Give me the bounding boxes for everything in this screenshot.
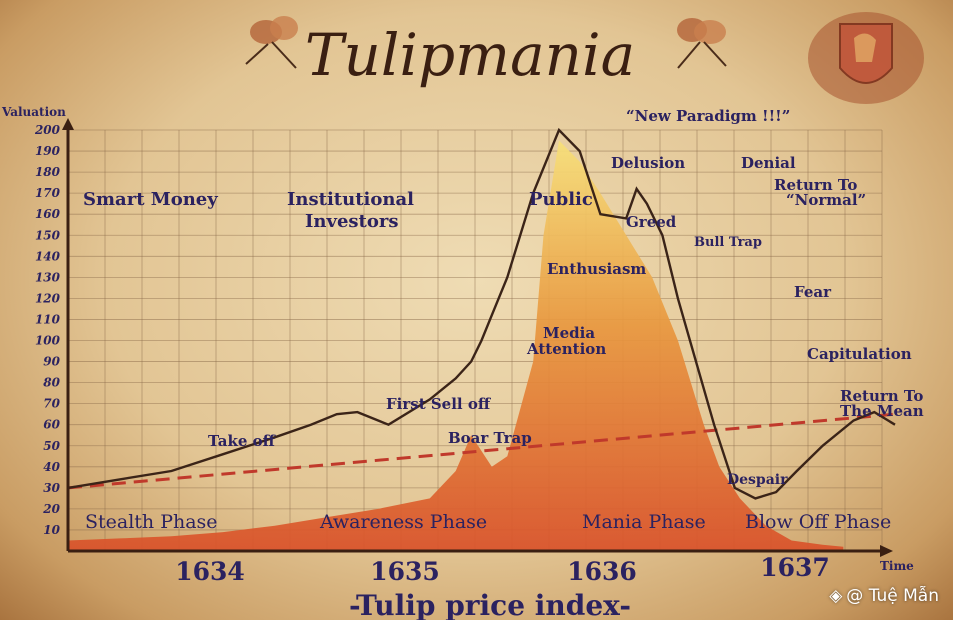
y-tick-label: 100 (35, 334, 61, 348)
y-tick-label: 70 (43, 397, 60, 411)
x-tick-1634: 1634 (175, 557, 245, 586)
y-tick-label: 170 (35, 186, 61, 200)
y-tick-label: 200 (34, 123, 61, 137)
y-tick-label: 30 (43, 481, 60, 495)
bubble-area (68, 140, 844, 551)
coat-of-arms-icon (808, 12, 924, 104)
y-tick-label: 80 (43, 376, 60, 390)
annotation-return-to-normal-1: Return To (774, 176, 857, 194)
annotation-attention: Attention (526, 340, 606, 358)
x-axis-label: Time (880, 559, 914, 573)
y-tick-label: 10 (43, 523, 60, 537)
y-tick-label: 180 (35, 165, 61, 179)
y-tick-label: 60 (43, 418, 60, 432)
annotation-enthusiasm: Enthusiasm (547, 260, 646, 278)
left-tulip-icon (245, 16, 298, 69)
page-title: Tulipmania (305, 21, 635, 89)
y-tick-label: 110 (35, 312, 61, 326)
phase-label-mania: Mania Phase (582, 511, 706, 533)
annotation-new-paradigm: “New Paradigm !!!” (626, 107, 790, 125)
y-tick-label: 150 (35, 228, 61, 242)
annotation-return-to-normal-2: “Normal” (786, 191, 866, 209)
annotation-greed: Greed (626, 213, 677, 231)
phase-label-stealth: Stealth Phase (85, 511, 218, 533)
x-tick-1635: 1635 (370, 557, 440, 586)
y-tick-label: 120 (35, 291, 61, 305)
annotation-bull-trap: Bull Trap (694, 235, 762, 250)
annotation-institutional: Institutional (287, 189, 414, 210)
price-line (67, 127, 896, 500)
mean-trend-line (67, 412, 896, 490)
annotation-denial: Denial (741, 154, 796, 172)
chart-subtitle: -Tulip price index- (349, 589, 631, 620)
y-tick-labels: 10 20 30 40 50 60 70 80 90 100 110 120 130 140 150 160 1… (34, 123, 61, 537)
phase-label-blowoff: Blow Off Phase (745, 511, 891, 533)
y-tick-label: 50 (43, 439, 60, 453)
watermark: ◈ @ Tuệ Mẫn (829, 586, 943, 606)
annotation-investors: Investors (305, 211, 399, 232)
annotation-fear: Fear (794, 283, 832, 301)
y-tick-label: 140 (35, 249, 61, 263)
annotation-delusion: Delusion (611, 154, 685, 172)
y-tick-label: 90 (43, 355, 60, 369)
watermark-text: @ Tuệ Mẫn (846, 586, 939, 606)
annotation-smart-money: Smart Money (83, 189, 218, 210)
annotation-media: Media (543, 324, 595, 342)
right-tulip-icon (677, 18, 727, 69)
annotation-public: Public (529, 189, 593, 210)
annotation-return-to-mean-1: Return To (840, 387, 923, 405)
annotation-return-to-mean-2: The Mean (840, 402, 924, 420)
y-tick-label: 190 (35, 144, 61, 158)
x-tick-1636: 1636 (567, 557, 637, 586)
annotation-boar-trap: Boar Trap (448, 429, 532, 447)
x-tick-1637: 1637 (760, 553, 830, 582)
y-axis-label: Valuation (1, 105, 66, 119)
annotation-take-off: Take off (208, 432, 277, 450)
y-tick-label: 160 (35, 207, 61, 221)
annotation-first-sell-off: First Sell off (386, 395, 492, 413)
diamond-icon: ◈ (829, 586, 843, 606)
y-tick-label: 130 (35, 270, 61, 284)
annotation-despair: Despair (727, 472, 788, 488)
y-tick-label: 20 (42, 502, 60, 516)
axes (62, 118, 893, 557)
y-tick-label: 40 (43, 460, 60, 474)
annotation-capitulation: Capitulation (807, 345, 912, 363)
phase-label-awareness: Awareness Phase (319, 511, 487, 533)
